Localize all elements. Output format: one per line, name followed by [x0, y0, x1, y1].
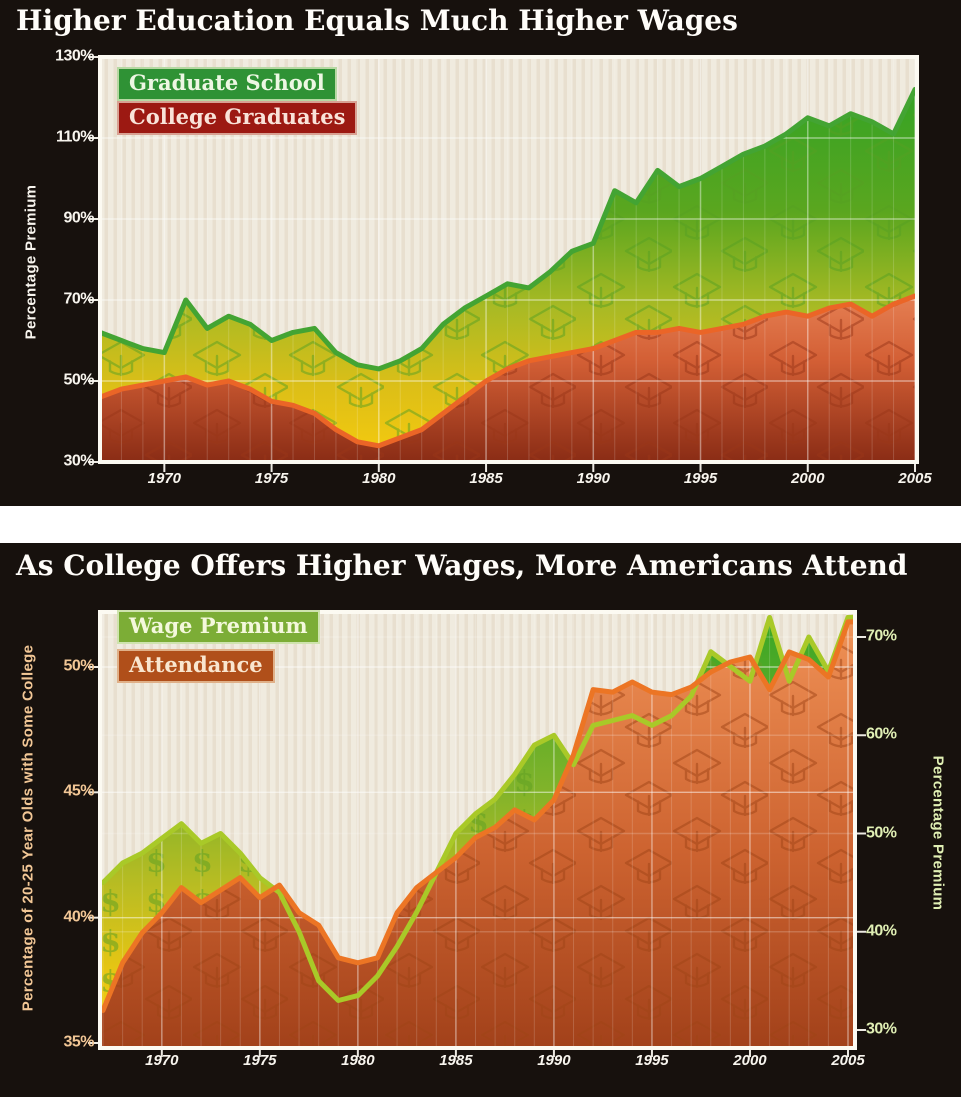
bottom-chart-left-tick-label: 35% [63, 1033, 94, 1051]
bottom-chart-x-tick-label: 1985 [439, 1052, 473, 1069]
top-chart-x-tick-label: 1980 [362, 470, 396, 487]
bottom-chart-x-tick-label: 1995 [635, 1052, 669, 1069]
bottom-chart-right-tick-label: 60% [866, 725, 897, 743]
bottom-chart-x-tick-label: 1980 [341, 1052, 375, 1069]
bottom-chart-left-tick-label: 45% [63, 782, 94, 800]
top-chart-y-tick-label: 50% [63, 371, 94, 389]
bottom-chart-left-tick-label: 40% [63, 908, 94, 926]
top-chart-y-axis-title: Percentage Premium [22, 184, 40, 340]
bottom-chart-right-tick-label: 50% [866, 824, 897, 842]
bottom-chart-right-axis-title: Percentage Premium [929, 755, 947, 911]
wage-premium-vs-attendance-chart: $ [88, 610, 866, 1057]
bottom-chart-left-axis-title: Percentage of 20-25 Year Olds with Some … [19, 644, 37, 1012]
legend-item-graduate-school: Graduate School [117, 67, 337, 101]
top-chart-x-tick-label: 1995 [683, 470, 718, 487]
bottom-chart-x-tick-label: 1970 [145, 1052, 179, 1069]
bottom-chart-title: As College Offers Higher Wages, More Ame… [16, 549, 908, 582]
top-chart-x-tick-label: 2005 [898, 470, 932, 487]
bottom-chart-x-tick-label: 2000 [733, 1052, 767, 1069]
top-chart-title: Higher Education Equals Much Higher Wage… [16, 4, 738, 37]
top-chart-y-tick-label: 110% [55, 128, 95, 146]
bottom-chart-x-tick-label: 1990 [537, 1052, 571, 1069]
top-chart-x-tick-label: 2000 [791, 470, 825, 487]
top-chart-x-tick-label: 1990 [576, 470, 610, 487]
legend-item-college-graduates: College Graduates [117, 101, 358, 135]
top-chart-x-tick-label: 1970 [147, 470, 182, 487]
top-chart-y-tick-label: 130% [55, 47, 94, 65]
bottom-chart-left-tick-label: 50% [63, 657, 94, 675]
top-chart-x-tick-label: 1975 [254, 470, 289, 487]
bottom-chart-x-tick-label: 1975 [243, 1052, 277, 1069]
bottom-chart-right-tick-label: 40% [866, 922, 897, 940]
bottom-chart-x-tick-label: 2005 [831, 1052, 865, 1069]
top-chart-y-tick-label: 90% [63, 209, 94, 227]
bottom-chart-right-tick-label: 30% [866, 1020, 897, 1038]
top-chart-y-tick-label: 70% [63, 290, 94, 308]
legend-item-wage-premium: Wage Premium [117, 610, 320, 644]
legend-item-attendance: Attendance [117, 649, 275, 683]
top-chart-y-tick-label: 30% [63, 452, 94, 470]
top-chart-x-tick-label: 1985 [469, 470, 503, 487]
bottom-chart-right-tick-label: 70% [866, 627, 897, 645]
